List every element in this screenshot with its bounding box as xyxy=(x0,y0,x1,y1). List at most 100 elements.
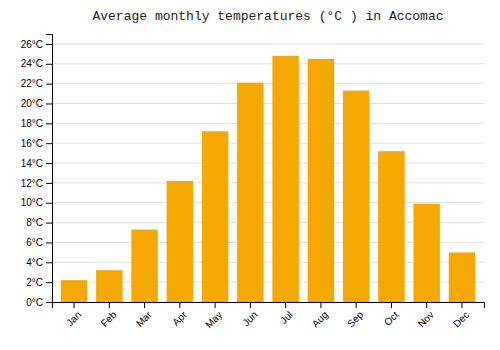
x-tick-mark xyxy=(179,302,180,308)
x-tick: Nov xyxy=(416,302,436,329)
grid-line xyxy=(52,182,484,183)
x-tick-label: Mar xyxy=(134,309,154,329)
y-axis: 0°C 2°C 4°C 6°C 8°C 10°C 12°C 14°C 16°C 18°C 20°C 2… xyxy=(21,35,53,308)
y-tick-label: 10°C xyxy=(21,197,43,208)
y-tick: 18°C xyxy=(21,118,52,129)
y-tick-label: 26°C xyxy=(21,39,43,50)
y-tick-mark xyxy=(46,262,52,263)
y-tick-mark xyxy=(46,242,52,243)
grid-line xyxy=(52,123,484,124)
x-tick-mark xyxy=(320,302,321,308)
y-tick-label: 16°C xyxy=(21,138,43,149)
x-tick-label: Oct xyxy=(382,309,401,328)
bar xyxy=(272,56,298,302)
x-tick-mark xyxy=(356,302,357,308)
y-tick-label: 6°C xyxy=(26,237,43,248)
bar xyxy=(131,230,157,302)
y-tick-mark xyxy=(46,123,52,124)
grid-line xyxy=(52,163,484,164)
y-tick-label: 20°C xyxy=(21,98,43,109)
x-tick-mark xyxy=(215,302,216,308)
grid xyxy=(52,44,484,302)
bar xyxy=(202,131,228,302)
x-axis-line xyxy=(53,303,485,309)
x-tick-label: Jan xyxy=(64,309,83,328)
chart-container: 0°C 2°C 4°C 6°C 8°C 10°C 12°C 14°C 16°C 18°C 20°C 2… xyxy=(0,0,500,350)
x-tick-label: Sep xyxy=(345,309,366,330)
y-tick-mark xyxy=(46,84,52,85)
y-tick: 12°C xyxy=(21,178,52,189)
y-tick: 22°C xyxy=(21,78,52,89)
bar xyxy=(61,280,87,302)
x-axis: Jan Feb Mar Apr May Jun Jul Aug Sep Oct Nov Dec xyxy=(53,302,485,330)
x-tick-label: Nov xyxy=(416,309,436,329)
y-tick: 20°C xyxy=(21,98,52,109)
x-tick-mark xyxy=(250,302,251,308)
y-tick-mark xyxy=(46,64,52,65)
x-tick: Feb xyxy=(99,302,119,329)
grid-line xyxy=(52,63,484,64)
x-tick-mark xyxy=(391,302,392,308)
x-tick-mark xyxy=(74,302,75,308)
y-tick: 6°C xyxy=(26,237,52,248)
y-tick: 0°C xyxy=(26,297,52,308)
y-tick: 14°C xyxy=(21,158,52,169)
y-tick-mark xyxy=(46,203,52,204)
bar xyxy=(308,59,334,302)
y-axis-line xyxy=(46,35,53,303)
chart-svg: 0°C 2°C 4°C 6°C 8°C 10°C 12°C 14°C 16°C 18°C 20°C 2… xyxy=(0,0,500,350)
x-tick-label: Apr xyxy=(170,309,189,328)
y-tick: 24°C xyxy=(21,58,52,69)
y-tick-label: 4°C xyxy=(26,257,43,268)
x-tick-label: Feb xyxy=(99,309,119,329)
x-tick-mark xyxy=(109,302,110,308)
x-tick: Sep xyxy=(345,302,366,329)
x-tick-mark xyxy=(426,302,427,308)
x-tick: Dec xyxy=(451,302,471,329)
y-tick: 10°C xyxy=(21,197,52,208)
y-tick: 16°C xyxy=(21,138,52,149)
x-tick-mark xyxy=(461,302,462,308)
x-tick-label: Aug xyxy=(310,309,330,329)
y-tick-label: 2°C xyxy=(26,277,43,288)
bar xyxy=(413,204,439,302)
y-tick-label: 18°C xyxy=(21,118,43,129)
y-tick: 26°C xyxy=(21,39,52,50)
grid-line xyxy=(52,43,484,44)
y-tick-mark xyxy=(46,163,52,164)
chart-title: Average monthly temperatures (°C ) in Ac… xyxy=(92,9,443,24)
x-tick: Jul xyxy=(278,302,295,326)
bars xyxy=(61,56,475,302)
y-tick-label: 0°C xyxy=(26,297,43,308)
x-tick: Jun xyxy=(240,302,259,328)
bar xyxy=(449,252,475,302)
grid-line xyxy=(52,143,484,144)
y-tick-mark xyxy=(46,223,52,224)
y-tick-label: 12°C xyxy=(21,178,43,189)
y-tick: 4°C xyxy=(26,257,52,268)
x-tick: Apr xyxy=(170,302,189,328)
x-tick-mark xyxy=(144,302,145,308)
y-tick-mark xyxy=(46,183,52,184)
y-tick-mark xyxy=(46,103,52,104)
x-tick-label: Jul xyxy=(278,309,295,326)
y-tick-label: 22°C xyxy=(21,78,43,89)
y-tick-mark xyxy=(46,143,52,144)
x-tick: Oct xyxy=(382,302,401,328)
bar xyxy=(237,83,263,302)
x-tick: May xyxy=(203,302,224,330)
y-tick: 2°C xyxy=(26,277,52,288)
x-tick-label: May xyxy=(203,309,224,330)
y-tick-label: 24°C xyxy=(21,58,43,69)
x-tick: Mar xyxy=(134,302,154,329)
y-tick-label: 8°C xyxy=(26,217,43,228)
grid-line xyxy=(52,83,484,84)
y-tick-mark xyxy=(46,44,52,45)
bar xyxy=(343,91,369,302)
x-tick: Aug xyxy=(310,302,330,329)
grid-line xyxy=(52,202,484,203)
bar xyxy=(167,181,193,302)
x-tick: Jan xyxy=(64,302,83,328)
x-tick-label: Dec xyxy=(451,309,471,329)
x-tick-mark xyxy=(285,302,286,308)
